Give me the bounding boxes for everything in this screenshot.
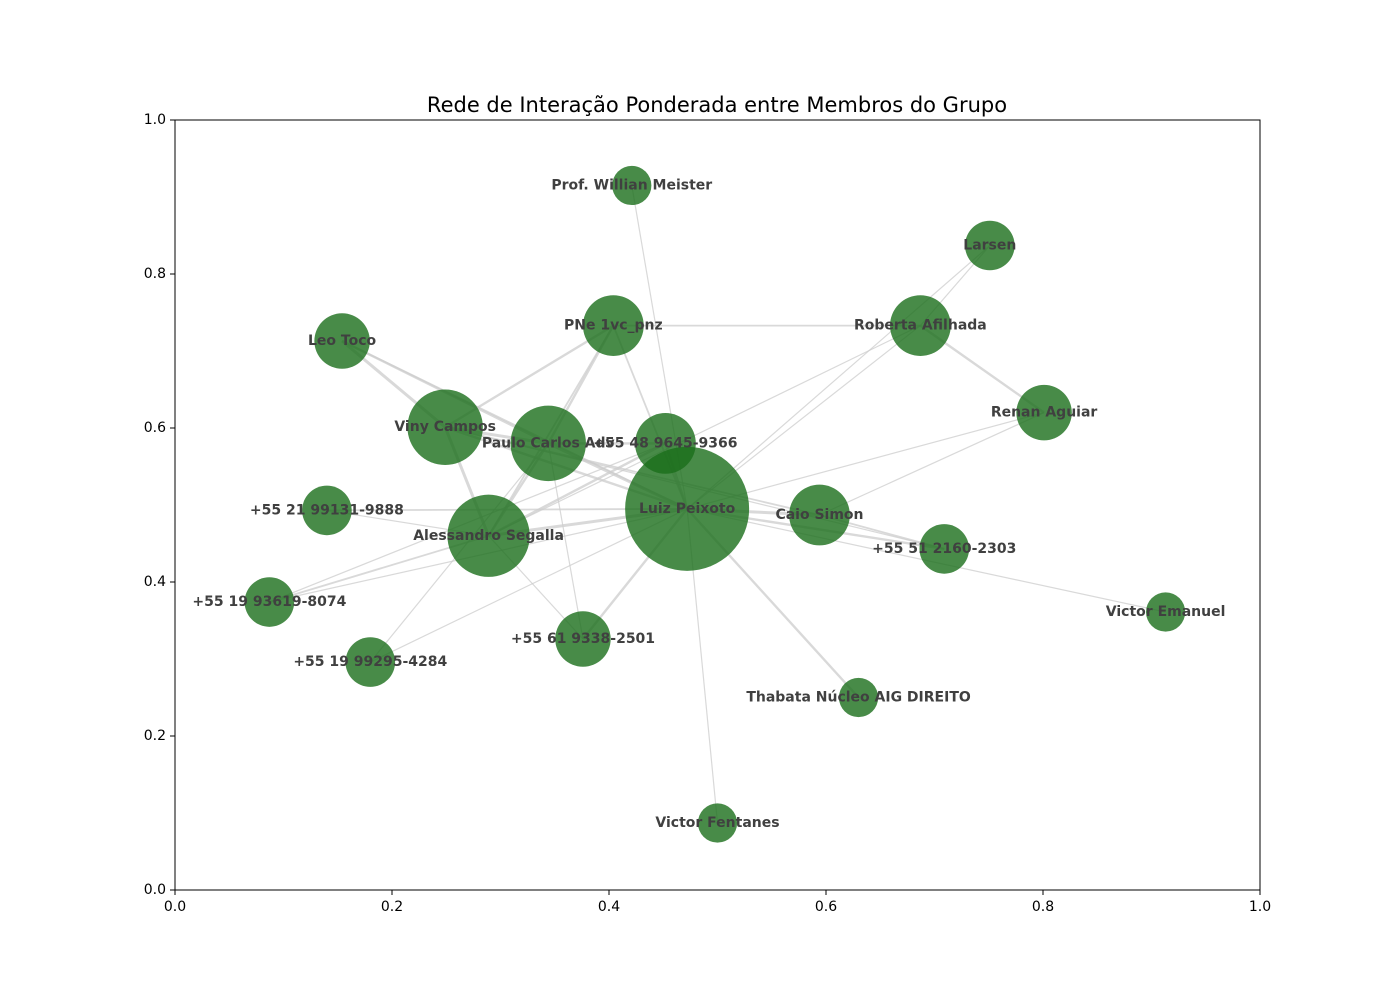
chart-title: Rede de Interação Ponderada entre Membro… bbox=[427, 93, 1007, 117]
plot-frame bbox=[174, 119, 1261, 891]
node-label-p21: +55 21 99131-9888 bbox=[250, 502, 404, 518]
node-label-leo: Leo Toco bbox=[308, 333, 377, 349]
node-p21 bbox=[302, 485, 352, 536]
node-leo bbox=[314, 313, 370, 369]
x-axis: 0.0 0.2 0.4 0.6 0.8 1.0 bbox=[164, 890, 1271, 915]
node-label-p51: +55 51 2160-2303 bbox=[872, 541, 1016, 557]
node-p5193 bbox=[244, 577, 295, 627]
node-label-will: Prof. Willian Meister bbox=[551, 177, 712, 193]
x-tick-label: 0.0 bbox=[164, 899, 186, 915]
label-layer: Luiz Peixoto Alessandro Segalla Paulo Carl… bbox=[192, 177, 1225, 831]
y-axis: 0.0 0.2 0.4 0.6 0.8 1.0 bbox=[144, 112, 175, 898]
node-victore bbox=[1145, 592, 1186, 632]
node-caio bbox=[789, 484, 850, 546]
node-label-victore: Victor Emanuel bbox=[1106, 604, 1226, 620]
node-label-roberta: Roberta Afilhada bbox=[854, 318, 987, 334]
x-tick-label: 0.2 bbox=[381, 899, 403, 915]
node-pne bbox=[582, 295, 644, 356]
node-viny bbox=[407, 389, 483, 465]
x-tick-label: 0.6 bbox=[815, 899, 837, 915]
edge-caio-renan bbox=[819, 412, 1045, 516]
node-thabata bbox=[838, 677, 879, 718]
node-larsen bbox=[965, 220, 1015, 271]
node-label-thabata: Thabata Núcleo AIG DIREITO bbox=[746, 690, 971, 706]
node-will bbox=[612, 165, 652, 206]
node-victorf bbox=[697, 803, 738, 843]
y-tick-label: 0.8 bbox=[144, 266, 166, 282]
node-alessandro bbox=[447, 494, 530, 577]
x-tick-label: 1.0 bbox=[1249, 899, 1271, 915]
y-tick-label: 0.6 bbox=[144, 420, 166, 436]
node-label-paulo: Paulo Carlos Adv bbox=[482, 435, 615, 451]
node-roberta bbox=[890, 295, 951, 356]
node-label-victorf: Victor Fentanes bbox=[655, 815, 779, 831]
node-label-p5193: +55 19 93619-8074 bbox=[192, 594, 346, 610]
edge-roberta-alessandro bbox=[488, 325, 921, 537]
node-p48 bbox=[635, 413, 696, 474]
node-label-p61: +55 61 9338-2501 bbox=[511, 631, 655, 647]
node-luiz bbox=[625, 446, 750, 571]
edge-luiz-larsen bbox=[686, 245, 991, 510]
x-tick-label: 0.4 bbox=[598, 899, 620, 915]
y-tick-label: 0.4 bbox=[144, 574, 166, 590]
node-label-viny: Viny Campos bbox=[394, 419, 496, 435]
y-tick-label: 1.0 bbox=[144, 112, 166, 128]
node-label-p5199: +55 19 99295-4284 bbox=[293, 654, 447, 670]
node-label-luiz: Luiz Peixoto bbox=[639, 501, 736, 517]
node-layer bbox=[244, 165, 1186, 843]
node-label-renan: Renan Aguiar bbox=[991, 405, 1098, 421]
node-paulo bbox=[510, 405, 586, 482]
node-label-alessandro: Alessandro Segalla bbox=[413, 528, 564, 544]
node-label-caio: Caio Simon bbox=[775, 507, 863, 523]
y-tick-label: 0.0 bbox=[144, 882, 166, 898]
node-p61 bbox=[555, 611, 611, 667]
node-p5199 bbox=[345, 637, 396, 687]
node-label-p48: +55 48 9645-9366 bbox=[593, 435, 737, 451]
x-tick-label: 0.8 bbox=[1032, 899, 1054, 915]
node-renan bbox=[1016, 384, 1072, 441]
node-label-larsen: Larsen bbox=[963, 238, 1016, 254]
node-label-pne: PNe 1vc_pnz bbox=[564, 318, 663, 334]
y-tick-label: 0.2 bbox=[144, 728, 166, 744]
node-p51 bbox=[919, 524, 970, 574]
